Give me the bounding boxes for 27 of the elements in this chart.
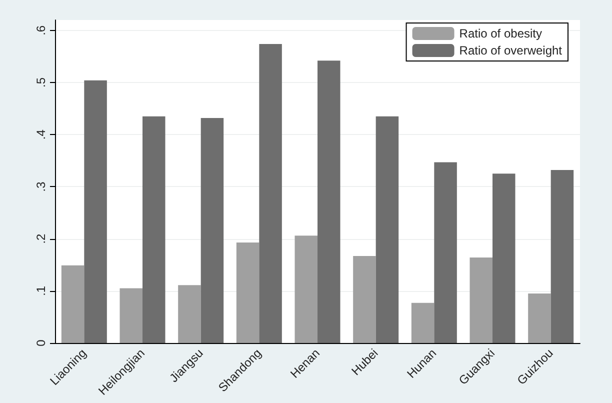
y-tick-label: .2 (34, 233, 48, 244)
y-tick-label: .1 (34, 286, 48, 296)
bar (294, 236, 318, 343)
legend-label: Ratio of obesity (459, 26, 542, 40)
y-tick-label: .5 (34, 77, 48, 88)
bar (376, 116, 399, 343)
bar (120, 288, 142, 343)
bar (259, 44, 282, 343)
y-tick-label: 0 (34, 339, 48, 346)
y-tick-label: .3 (34, 181, 48, 192)
bar (550, 170, 574, 343)
y-tick-label: .6 (34, 25, 48, 36)
legend-label: Ratio of overweight (459, 44, 563, 58)
bar (528, 294, 551, 343)
y-tick-label: .4 (34, 129, 48, 140)
bar (492, 174, 516, 343)
bar (200, 118, 224, 343)
bar (318, 60, 340, 343)
bar (434, 162, 457, 343)
bar (411, 302, 434, 343)
bar (353, 256, 376, 343)
bar (61, 265, 84, 343)
bar (142, 116, 166, 343)
bar (470, 258, 492, 343)
bar (84, 80, 107, 343)
bar (178, 285, 201, 343)
bar (236, 242, 260, 343)
